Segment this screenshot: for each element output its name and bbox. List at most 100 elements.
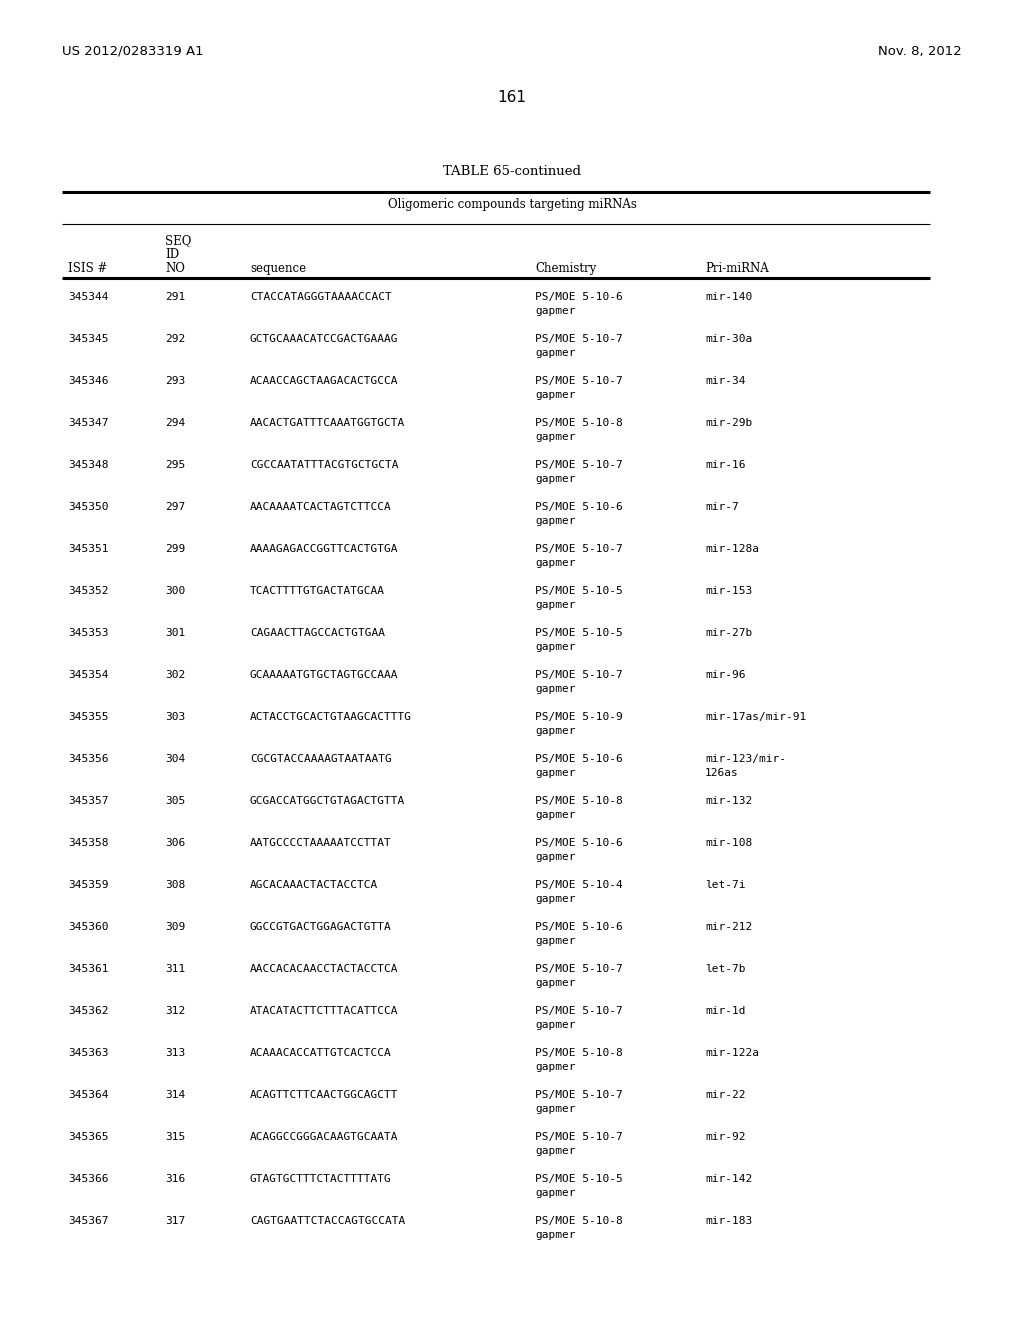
Text: gapmer: gapmer: [535, 1020, 575, 1030]
Text: gapmer: gapmer: [535, 810, 575, 820]
Text: AACACTGATTTCAAATGGTGCTA: AACACTGATTTCAAATGGTGCTA: [250, 418, 406, 428]
Text: AATGCCCCTAAAAATCCTTAT: AATGCCCCTAAAAATCCTTAT: [250, 838, 392, 847]
Text: 345361: 345361: [68, 964, 109, 974]
Text: Nov. 8, 2012: Nov. 8, 2012: [879, 45, 962, 58]
Text: GCAAAAATGTGCTAGTGCCAAA: GCAAAAATGTGCTAGTGCCAAA: [250, 671, 398, 680]
Text: CAGTGAATTCTACCAGTGCCATA: CAGTGAATTCTACCAGTGCCATA: [250, 1216, 406, 1226]
Text: 297: 297: [165, 502, 185, 512]
Text: mir-132: mir-132: [705, 796, 753, 807]
Text: gapmer: gapmer: [535, 642, 575, 652]
Text: PS/MOE 5-10-5: PS/MOE 5-10-5: [535, 1173, 623, 1184]
Text: gapmer: gapmer: [535, 851, 575, 862]
Text: let-7b: let-7b: [705, 964, 745, 974]
Text: SEQ: SEQ: [165, 234, 191, 247]
Text: 345358: 345358: [68, 838, 109, 847]
Text: PS/MOE 5-10-7: PS/MOE 5-10-7: [535, 964, 623, 974]
Text: mir-96: mir-96: [705, 671, 745, 680]
Text: mir-153: mir-153: [705, 586, 753, 597]
Text: GCGACCATGGCTGTAGACTGTTA: GCGACCATGGCTGTAGACTGTTA: [250, 796, 406, 807]
Text: 291: 291: [165, 292, 185, 302]
Text: gapmer: gapmer: [535, 1188, 575, 1199]
Text: AGCACAAACTACTACCTCA: AGCACAAACTACTACCTCA: [250, 880, 378, 890]
Text: sequence: sequence: [250, 261, 306, 275]
Text: 294: 294: [165, 418, 185, 428]
Text: gapmer: gapmer: [535, 432, 575, 442]
Text: gapmer: gapmer: [535, 768, 575, 777]
Text: 313: 313: [165, 1048, 185, 1059]
Text: Chemistry: Chemistry: [535, 261, 596, 275]
Text: Oligomeric compounds targeting miRNAs: Oligomeric compounds targeting miRNAs: [387, 198, 637, 211]
Text: 126as: 126as: [705, 768, 738, 777]
Text: PS/MOE 5-10-8: PS/MOE 5-10-8: [535, 1216, 623, 1226]
Text: mir-27b: mir-27b: [705, 628, 753, 638]
Text: gapmer: gapmer: [535, 978, 575, 987]
Text: 345350: 345350: [68, 502, 109, 512]
Text: gapmer: gapmer: [535, 1146, 575, 1156]
Text: gapmer: gapmer: [535, 1104, 575, 1114]
Text: 345344: 345344: [68, 292, 109, 302]
Text: mir-16: mir-16: [705, 459, 745, 470]
Text: GTAGTGCTTTCTACTTTTATG: GTAGTGCTTTCTACTTTTATG: [250, 1173, 392, 1184]
Text: 302: 302: [165, 671, 185, 680]
Text: CTACCATAGGGTAAAACCACT: CTACCATAGGGTAAAACCACT: [250, 292, 392, 302]
Text: mir-92: mir-92: [705, 1133, 745, 1142]
Text: PS/MOE 5-10-5: PS/MOE 5-10-5: [535, 586, 623, 597]
Text: gapmer: gapmer: [535, 558, 575, 568]
Text: AACAAAATCACTAGTCTTCCA: AACAAAATCACTAGTCTTCCA: [250, 502, 392, 512]
Text: PS/MOE 5-10-6: PS/MOE 5-10-6: [535, 838, 623, 847]
Text: let-7i: let-7i: [705, 880, 745, 890]
Text: 345363: 345363: [68, 1048, 109, 1059]
Text: 306: 306: [165, 838, 185, 847]
Text: mir-34: mir-34: [705, 376, 745, 385]
Text: PS/MOE 5-10-6: PS/MOE 5-10-6: [535, 292, 623, 302]
Text: mir-22: mir-22: [705, 1090, 745, 1100]
Text: 300: 300: [165, 586, 185, 597]
Text: gapmer: gapmer: [535, 389, 575, 400]
Text: 303: 303: [165, 711, 185, 722]
Text: NO: NO: [165, 261, 185, 275]
Text: mir-183: mir-183: [705, 1216, 753, 1226]
Text: mir-123/mir-: mir-123/mir-: [705, 754, 786, 764]
Text: mir-30a: mir-30a: [705, 334, 753, 345]
Text: 315: 315: [165, 1133, 185, 1142]
Text: mir-108: mir-108: [705, 838, 753, 847]
Text: 345351: 345351: [68, 544, 109, 554]
Text: mir-7: mir-7: [705, 502, 738, 512]
Text: PS/MOE 5-10-7: PS/MOE 5-10-7: [535, 459, 623, 470]
Text: 345357: 345357: [68, 796, 109, 807]
Text: 345346: 345346: [68, 376, 109, 385]
Text: 345356: 345356: [68, 754, 109, 764]
Text: GCTGCAAACATCCGACTGAAAG: GCTGCAAACATCCGACTGAAAG: [250, 334, 398, 345]
Text: PS/MOE 5-10-8: PS/MOE 5-10-8: [535, 418, 623, 428]
Text: 316: 316: [165, 1173, 185, 1184]
Text: 345364: 345364: [68, 1090, 109, 1100]
Text: PS/MOE 5-10-5: PS/MOE 5-10-5: [535, 628, 623, 638]
Text: PS/MOE 5-10-6: PS/MOE 5-10-6: [535, 921, 623, 932]
Text: 312: 312: [165, 1006, 185, 1016]
Text: PS/MOE 5-10-7: PS/MOE 5-10-7: [535, 1006, 623, 1016]
Text: 345355: 345355: [68, 711, 109, 722]
Text: mir-122a: mir-122a: [705, 1048, 759, 1059]
Text: gapmer: gapmer: [535, 1230, 575, 1239]
Text: PS/MOE 5-10-8: PS/MOE 5-10-8: [535, 1048, 623, 1059]
Text: ID: ID: [165, 248, 179, 261]
Text: ACTACCTGCACTGTAAGCACTTTG: ACTACCTGCACTGTAAGCACTTTG: [250, 711, 412, 722]
Text: gapmer: gapmer: [535, 894, 575, 904]
Text: 345348: 345348: [68, 459, 109, 470]
Text: gapmer: gapmer: [535, 474, 575, 484]
Text: 345366: 345366: [68, 1173, 109, 1184]
Text: 317: 317: [165, 1216, 185, 1226]
Text: 301: 301: [165, 628, 185, 638]
Text: PS/MOE 5-10-7: PS/MOE 5-10-7: [535, 1090, 623, 1100]
Text: PS/MOE 5-10-7: PS/MOE 5-10-7: [535, 1133, 623, 1142]
Text: CGCCAATATTTACGTGCTGCTA: CGCCAATATTTACGTGCTGCTA: [250, 459, 398, 470]
Text: mir-29b: mir-29b: [705, 418, 753, 428]
Text: ACAGGCCGGGACAAGTGCAATA: ACAGGCCGGGACAAGTGCAATA: [250, 1133, 398, 1142]
Text: AAAAGAGACCGGTTCACTGTGA: AAAAGAGACCGGTTCACTGTGA: [250, 544, 398, 554]
Text: ACAAACACCATTGTCACTCCA: ACAAACACCATTGTCACTCCA: [250, 1048, 392, 1059]
Text: 304: 304: [165, 754, 185, 764]
Text: CAGAACTTAGCCACTGTGAA: CAGAACTTAGCCACTGTGAA: [250, 628, 385, 638]
Text: mir-140: mir-140: [705, 292, 753, 302]
Text: 345360: 345360: [68, 921, 109, 932]
Text: ACAACCAGCTAAGACACTGCCA: ACAACCAGCTAAGACACTGCCA: [250, 376, 398, 385]
